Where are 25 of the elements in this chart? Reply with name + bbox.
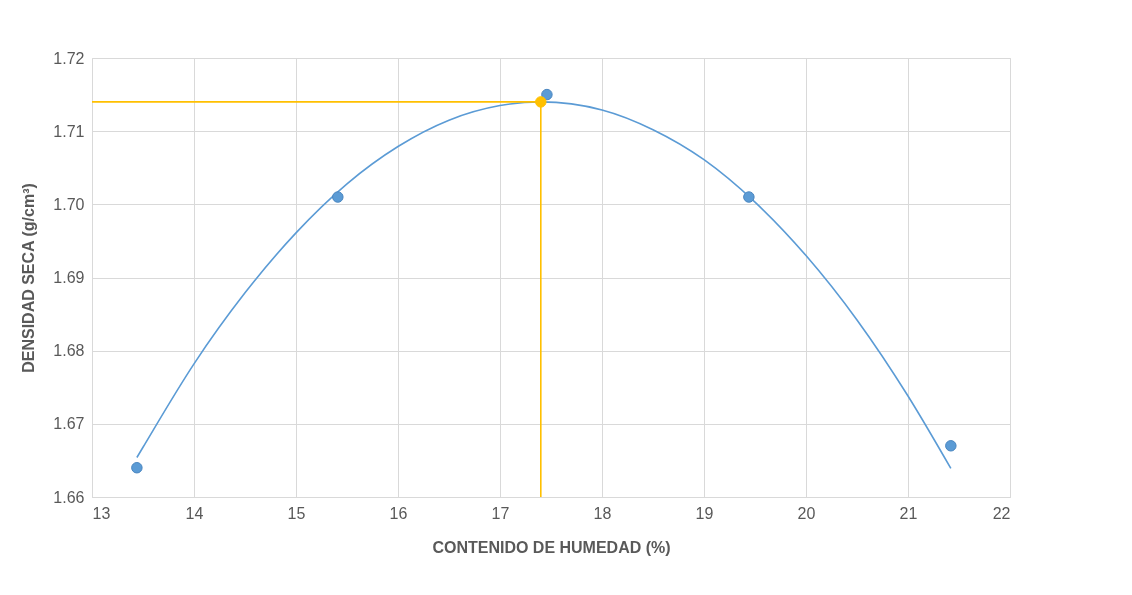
x-tick-label: 22 xyxy=(992,504,1011,522)
x-tick-label: 13 xyxy=(92,504,111,522)
y-tick-label: 1.72 xyxy=(53,49,85,67)
y-tick-label: 1.68 xyxy=(53,342,85,360)
x-tick-label: 15 xyxy=(287,504,306,522)
x-tick-label: 19 xyxy=(695,504,714,522)
y-tick-label: 1.70 xyxy=(53,195,85,213)
y-tick-label: 1.67 xyxy=(53,415,85,433)
point xyxy=(535,96,547,108)
point xyxy=(945,440,957,452)
point xyxy=(541,88,553,101)
y-axis-title: DENSIDAD SECA (g/cm³) xyxy=(20,183,38,373)
y-tick-label: 1.69 xyxy=(53,269,85,286)
point xyxy=(332,191,344,203)
y-tick-label: 1.66 xyxy=(53,488,85,506)
x-axis-title: CONTENIDO DE HUMEDAD (%) xyxy=(432,538,671,556)
x-tick-label: 14 xyxy=(185,504,204,522)
point xyxy=(743,191,755,203)
x-tick-label: 18 xyxy=(593,504,612,522)
x-tick-label: 16 xyxy=(389,504,408,522)
point xyxy=(131,462,143,474)
x-tick-label: 21 xyxy=(899,504,918,522)
y-tick-label: 1.71 xyxy=(53,122,85,140)
x-tick-label: 20 xyxy=(797,504,816,522)
x-tick-label: 17 xyxy=(491,504,510,522)
